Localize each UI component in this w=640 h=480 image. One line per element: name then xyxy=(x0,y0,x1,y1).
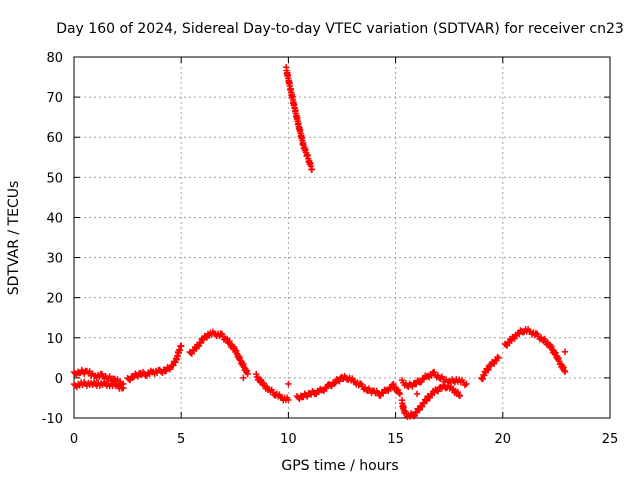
data-point xyxy=(413,390,421,398)
x-tick-label: 20 xyxy=(495,432,512,447)
data-point xyxy=(350,377,357,385)
tick-layer: 0 5 10 15 20 25 -10 0 10 20 30 40 50 60 70 80 xyxy=(42,51,619,447)
data-point xyxy=(356,380,364,387)
data-point xyxy=(308,166,316,173)
data-point xyxy=(561,368,569,376)
y-tick-label: 60 xyxy=(46,131,63,146)
data-point xyxy=(178,342,185,349)
data-point xyxy=(257,376,265,384)
data-point xyxy=(495,354,502,362)
data-point xyxy=(423,397,431,405)
y-axis-label: SDTVAR / TECUs xyxy=(6,181,22,296)
x-tick-label: 0 xyxy=(70,432,78,447)
y-tick-label: 0 xyxy=(55,372,63,387)
data-point xyxy=(561,348,569,356)
grid-layer xyxy=(74,57,610,418)
data-point xyxy=(455,391,463,399)
data-point xyxy=(434,388,442,395)
data-point xyxy=(197,339,205,347)
x-tick-label: 10 xyxy=(280,432,297,447)
y-tick-label: 70 xyxy=(46,91,63,106)
data-point xyxy=(416,406,423,414)
points-layer xyxy=(70,64,569,420)
y-tick-label: 80 xyxy=(46,51,63,66)
data-point xyxy=(416,379,424,386)
plot-frame xyxy=(73,56,611,419)
data-point xyxy=(463,380,470,388)
data-point xyxy=(396,390,404,398)
data-point xyxy=(134,373,142,380)
y-tick-label: 20 xyxy=(46,292,63,307)
data-point xyxy=(449,385,456,393)
data-point xyxy=(166,366,174,373)
data-point xyxy=(285,396,292,404)
data-point xyxy=(395,389,403,396)
data-point xyxy=(253,370,260,378)
x-tick-label: 15 xyxy=(387,432,404,447)
chart-title: Day 160 of 2024, Sidereal Day-to-day VTE… xyxy=(56,21,624,37)
data-point xyxy=(129,374,136,381)
data-point xyxy=(494,353,501,361)
data-point xyxy=(226,337,233,345)
data-point xyxy=(244,370,251,378)
data-point xyxy=(285,380,292,388)
x-axis-label: GPS time / hours xyxy=(281,458,398,474)
data-point xyxy=(548,343,555,350)
data-point xyxy=(240,374,247,382)
y-tick-label: 50 xyxy=(46,171,63,186)
data-point xyxy=(336,378,343,385)
data-point xyxy=(428,372,435,379)
data-point xyxy=(456,392,464,400)
data-point xyxy=(532,329,540,337)
y-tick-label: -10 xyxy=(42,412,63,427)
data-point xyxy=(120,384,127,392)
data-point xyxy=(409,383,416,390)
y-tick-label: 10 xyxy=(46,332,63,347)
y-tick-label: 40 xyxy=(46,211,63,226)
data-point xyxy=(304,393,311,400)
x-tick-label: 25 xyxy=(602,432,619,447)
data-point xyxy=(485,366,492,374)
data-point xyxy=(323,385,330,392)
data-point xyxy=(552,349,559,356)
data-point xyxy=(331,380,338,387)
y-tick-label: 30 xyxy=(46,252,63,267)
data-point xyxy=(394,386,402,394)
data-point xyxy=(390,380,397,388)
x-tick-label: 5 xyxy=(177,432,185,447)
